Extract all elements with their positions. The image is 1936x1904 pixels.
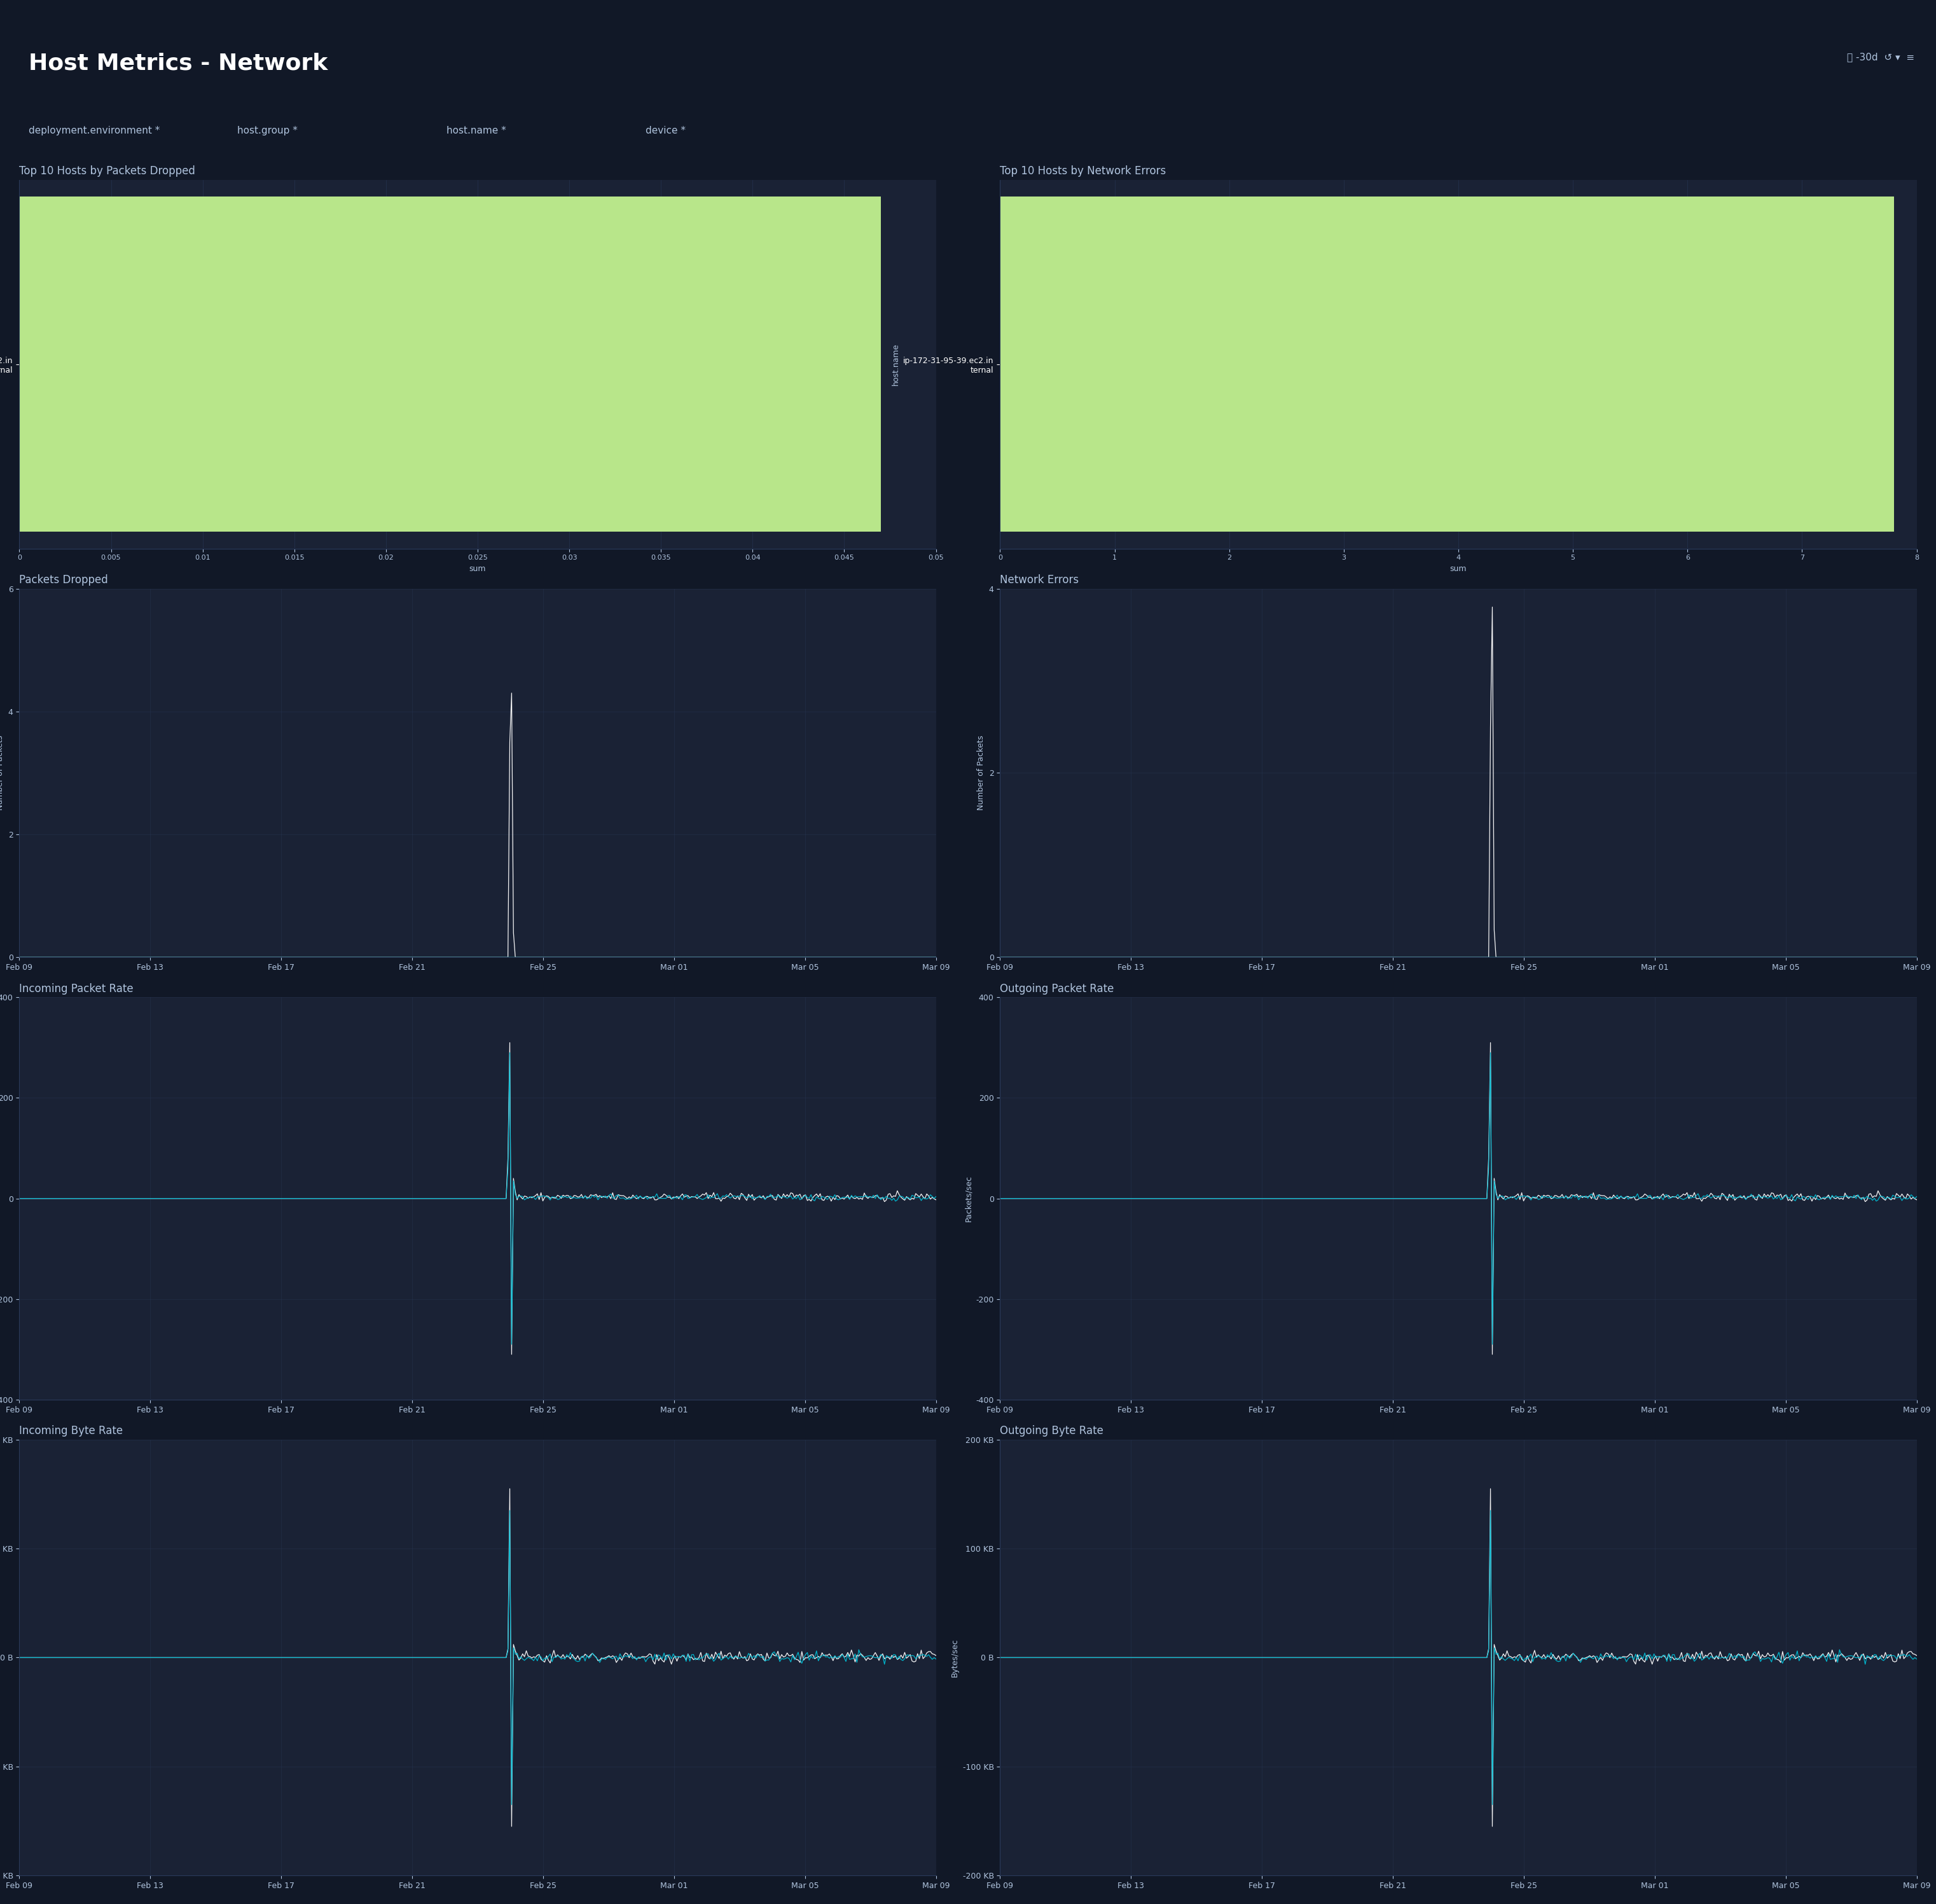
Text: Top 10 Hosts by Network Errors: Top 10 Hosts by Network Errors <box>1001 166 1165 177</box>
Legend: host.name=ip-172-31-95-39.ec2.internal, host.name=ip-172-31-95-39.ec2.internal: host.name=ip-172-31-95-39.ec2.internal, … <box>23 1472 362 1485</box>
X-axis label: sum: sum <box>1450 565 1467 573</box>
Y-axis label: Packets/sec: Packets/sec <box>964 1175 972 1222</box>
Text: host.name *: host.name * <box>445 126 505 135</box>
Legend: host.name=ip-172-31-95-39.ec2.internal, host.name=ip-172-31-95-39.ec2.internal: host.name=ip-172-31-95-39.ec2.internal, … <box>1003 1472 1344 1485</box>
Text: Incoming Packet Rate: Incoming Packet Rate <box>19 982 134 994</box>
Legend: ip-172-31-95-39.ec2.internal: ip-172-31-95-39.ec2.internal <box>1005 647 1146 663</box>
Text: device *: device * <box>645 126 685 135</box>
Text: ⏱ -30d  ↺ ▾  ≡: ⏱ -30d ↺ ▾ ≡ <box>1847 51 1915 61</box>
Y-axis label: Number of Packets: Number of Packets <box>978 735 985 811</box>
Text: deployment.environment *: deployment.environment * <box>29 126 161 135</box>
Text: Outgoing Byte Rate: Outgoing Byte Rate <box>1001 1426 1104 1438</box>
Legend: ip-172-31-95-39.ec2.internal: ip-172-31-95-39.ec2.internal <box>23 647 166 663</box>
Y-axis label: Bytes/sec: Bytes/sec <box>951 1637 958 1677</box>
Text: Outgoing Packet Rate: Outgoing Packet Rate <box>1001 982 1113 994</box>
Text: Host Metrics - Network: Host Metrics - Network <box>29 51 327 74</box>
Text: host.group *: host.group * <box>238 126 298 135</box>
Text: Incoming Byte Rate: Incoming Byte Rate <box>19 1426 124 1438</box>
Legend: host.name=ip-172-31-95-39.ec2.internal device={{device}}, host.name=ip-172-31-95: host.name=ip-172-31-95-39.ec2.internal d… <box>1003 1061 1464 1083</box>
Text: Top 10 Hosts by Packets Dropped: Top 10 Hosts by Packets Dropped <box>19 166 196 177</box>
Y-axis label: Number of Packets: Number of Packets <box>0 735 4 811</box>
Text: Network Errors: Network Errors <box>1001 575 1078 586</box>
Text: Packets Dropped: Packets Dropped <box>19 575 108 586</box>
X-axis label: sum: sum <box>469 565 486 573</box>
Y-axis label: host.name: host.name <box>891 343 900 385</box>
Legend: host.name=ip-172-31-95-39.ec2.internal device={{device}}, host.name=ip-172-31-95: host.name=ip-172-31-95-39.ec2.internal d… <box>23 1061 482 1083</box>
